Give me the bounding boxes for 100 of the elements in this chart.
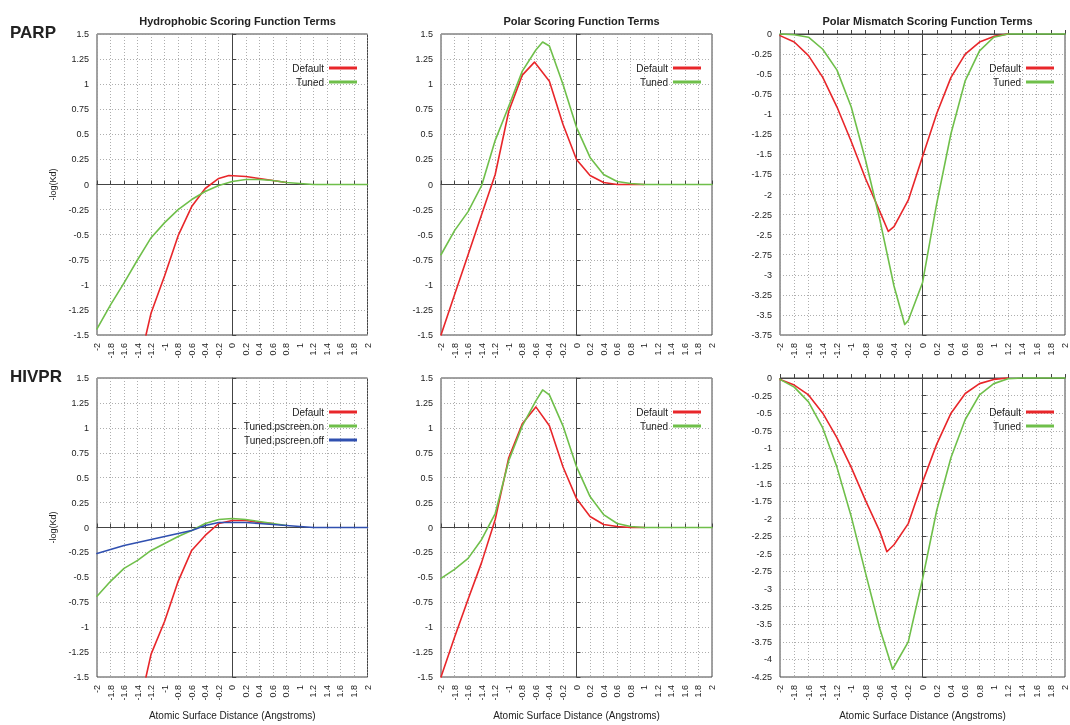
x-tick-label: -2 — [436, 685, 446, 694]
y-tick-label: -3.25 — [751, 601, 772, 612]
x-tick-label: 0.8 — [974, 685, 985, 698]
y-tick-label: -1.25 — [751, 129, 772, 140]
x-tick-label: -0.2 — [903, 685, 914, 701]
y-tick-label: -0.75 — [68, 597, 89, 608]
y-tick-label: -2 — [763, 513, 772, 524]
x-tick-label: 0.6 — [267, 685, 278, 698]
x-tick-label: -1.8 — [789, 685, 800, 701]
x-tick-label: 1.8 — [1045, 343, 1056, 356]
x-tick-label: -1.4 — [476, 685, 487, 701]
y-tick-label: -1.5 — [417, 330, 433, 340]
y-tick-label: -0.25 — [751, 390, 772, 401]
legend-label: Default — [989, 406, 1022, 418]
x-tick-label: 1 — [988, 685, 999, 691]
x-tick-label: 0.6 — [612, 343, 623, 356]
x-tick-label: -1 — [846, 343, 857, 352]
y-tick-label: -0.25 — [68, 204, 89, 215]
x-tick-label: -0.8 — [517, 685, 528, 701]
y-tick-label: 1.25 — [71, 54, 89, 65]
y-tick-label: 0.5 — [76, 472, 89, 483]
y-tick-label: 1.5 — [420, 373, 433, 383]
y-tick-label: 0.5 — [420, 472, 433, 483]
x-tick-label: 1.4 — [1017, 343, 1028, 356]
y-tick-label: 1.5 — [76, 29, 89, 39]
x-tick-label: 1.4 — [666, 685, 677, 698]
x-tick-label: -2 — [775, 343, 785, 352]
x-tick-label: 1.8 — [693, 343, 704, 356]
x-tick-label: -0.8 — [173, 685, 184, 701]
y-tick-label: 1 — [427, 79, 433, 90]
x-tick-label: 1 — [294, 343, 305, 349]
y-tick-label: -2.25 — [751, 531, 772, 542]
x-tick-label: 1.4 — [321, 343, 332, 356]
legend-label: Default — [292, 62, 325, 74]
x-tick-label: 1 — [988, 343, 999, 349]
y-tick-label: -2.25 — [751, 209, 772, 220]
x-tick-label: -1.2 — [490, 343, 501, 359]
y-tick-label: -2.5 — [756, 229, 772, 240]
y-tick-label: -2.75 — [751, 249, 772, 260]
x-tick-label: -0.4 — [889, 685, 899, 701]
x-tick-label: 0 — [571, 685, 582, 691]
x-tick-label: -0.8 — [860, 343, 871, 359]
x-tick-label: -1.2 — [146, 685, 157, 701]
x-tick-label: -1 — [159, 685, 170, 694]
y-tick-label: 1 — [83, 79, 89, 90]
y-tick-label: -3.75 — [751, 636, 772, 647]
y-tick-label: 1.25 — [415, 397, 433, 408]
y-tick-label: -2.75 — [751, 566, 772, 577]
text: PARP — [10, 23, 56, 42]
x-tick-label: -1.2 — [146, 343, 157, 359]
x-tick-label: -1.6 — [463, 685, 474, 701]
x-tick-label: -0.4 — [200, 343, 211, 359]
x-tick-label: 0.4 — [254, 343, 265, 356]
x-tick-label: -1.8 — [449, 343, 460, 359]
x-tick-label: 2 — [362, 343, 373, 349]
x-tick-label: 1.4 — [321, 685, 332, 698]
y-tick-label: 1.25 — [415, 54, 433, 65]
x-tick-label: -2 — [436, 343, 446, 352]
x-tick-label: -1.6 — [803, 685, 814, 701]
chart-title: Polar Mismatch Scoring Function Terms — [822, 14, 1033, 27]
y-tick-label: 0.5 — [76, 129, 89, 140]
y-tick-label: -1.25 — [412, 647, 433, 658]
x-tick-label: 1.4 — [666, 343, 677, 356]
y-tick-label: 1 — [427, 422, 433, 433]
x-axis-title: Atomic Surface Distance (Angstroms) — [148, 709, 316, 721]
y-tick-label: 0.75 — [71, 447, 89, 458]
y-tick-label: -1.5 — [417, 672, 433, 682]
x-tick-label: 2 — [362, 685, 373, 691]
y-tick-label: 1.5 — [420, 29, 433, 39]
x-tick-label: -1.6 — [119, 343, 130, 359]
x-tick-label: 1.8 — [693, 685, 704, 698]
x-tick-label: 2 — [1060, 343, 1070, 349]
x-tick-label: 1.8 — [1045, 685, 1056, 698]
x-tick-label: 0.6 — [612, 685, 623, 698]
x-tick-label: 0.4 — [254, 685, 265, 698]
x-tick-label: 0.4 — [946, 685, 956, 698]
x-tick-label: -2 — [92, 685, 102, 694]
y-tick-label: -3.25 — [751, 289, 772, 300]
x-tick-label: 1 — [639, 343, 650, 349]
y-tick-label: -0.25 — [412, 547, 433, 558]
y-tick-label: -0.5 — [73, 572, 89, 583]
x-tick-label: 1 — [294, 685, 305, 691]
x-tick-label: 0.2 — [585, 343, 596, 356]
x-tick-label: -1.8 — [105, 685, 116, 701]
line-series — [96, 517, 288, 598]
x-tick-label: -0.2 — [903, 343, 914, 359]
x-tick-label: -0.2 — [557, 685, 568, 701]
x-tick-label: 0.2 — [240, 685, 251, 698]
y-tick-label: -3 — [763, 584, 772, 595]
y-tick-label: -1 — [763, 443, 772, 454]
x-tick-label: 0 — [917, 343, 928, 349]
y-tick-label: -3.5 — [756, 619, 772, 630]
x-tick-label: 0.4 — [946, 343, 956, 356]
x-tick-label: -0.2 — [213, 343, 224, 359]
legend-label: Tuned — [640, 420, 668, 432]
x-tick-label: 1.6 — [679, 685, 690, 698]
line-series — [440, 41, 713, 256]
x-tick-label: 1.4 — [1017, 685, 1028, 698]
y-tick-label: -3.5 — [756, 309, 772, 320]
x-tick-label: 1.2 — [652, 685, 663, 698]
